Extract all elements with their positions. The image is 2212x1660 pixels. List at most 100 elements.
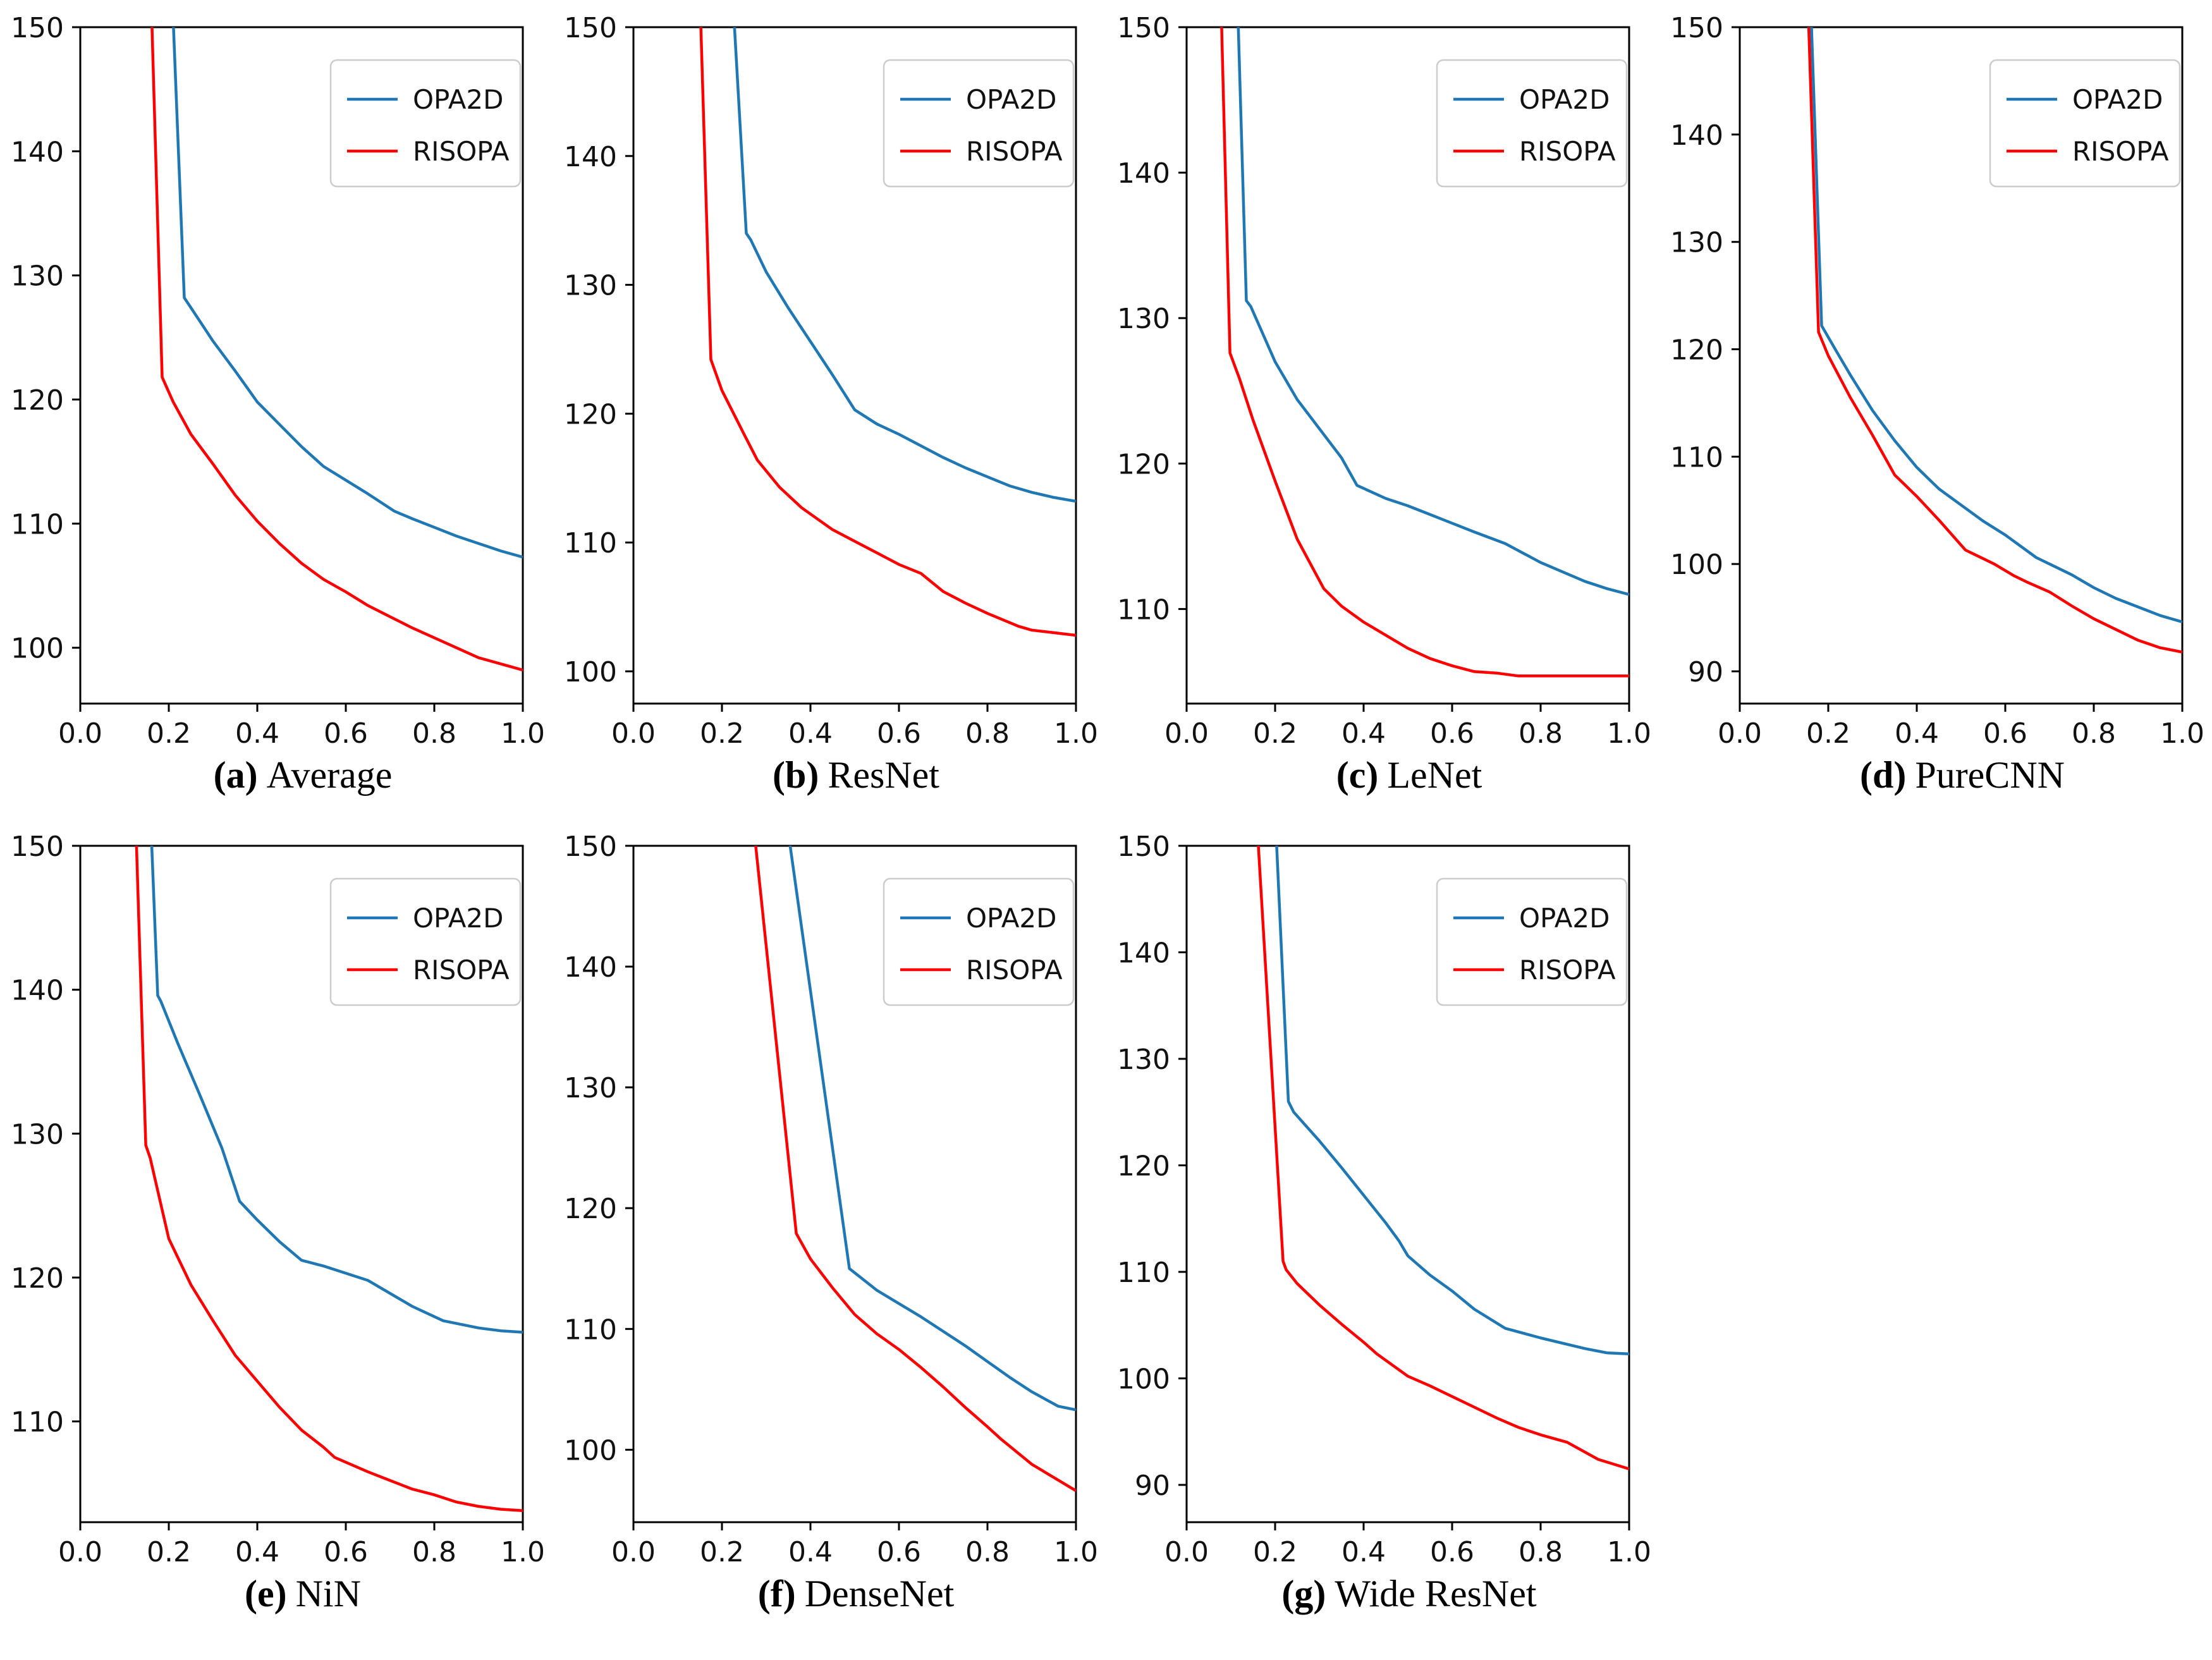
caption-title: Average <box>266 754 393 796</box>
chart-cell-resnet: 100 110 120 130 140 150 0.0 0.2 0.4 0.6 0.8 1.0 OPA2… <box>563 0 1115 828</box>
legend-label-risopa: RISOPA <box>413 955 510 986</box>
legend: OPA2D RISOPA <box>883 59 1075 188</box>
legend-box <box>329 59 522 188</box>
y-tick-label: 150 <box>11 12 64 44</box>
x-tick-label: 0.8 <box>965 1536 1010 1568</box>
x-tick-label: 0.6 <box>1430 1536 1474 1568</box>
x-tick-label: 0.4 <box>235 1536 279 1568</box>
x-tick-label: 1.0 <box>1054 1536 1098 1568</box>
series-line-risopa <box>150 27 523 672</box>
x-tick-label: 0.8 <box>1518 717 1563 750</box>
y-tick-label: 130 <box>1670 227 1723 259</box>
series-line-risopa <box>1257 846 1629 1470</box>
y-tick-label: 140 <box>564 951 617 984</box>
x-tick-label: 0.4 <box>1341 717 1386 750</box>
y-tick-label: 140 <box>11 975 64 1007</box>
x-tick-label: 0.6 <box>877 1536 921 1568</box>
legend: OPA2D RISOPA <box>1436 877 1628 1006</box>
chart-cell-nin: 110 120 130 140 150 0.0 0.2 0.4 0.6 0.8 1.0 OPA2D RI… <box>9 819 562 1647</box>
x-tick-label: 0.0 <box>611 717 656 750</box>
plot-frame <box>1738 26 2184 705</box>
x-tick-label: 0.2 <box>147 1536 191 1568</box>
x-tick-label: 0.4 <box>235 717 279 750</box>
chart-caption-densenet: (f) DenseNet <box>563 1572 1115 1616</box>
legend-box <box>1436 59 1628 188</box>
chart-wide-resnet-canvas: 90 100 110 120 130 140 150 0.0 0.2 0.4 0.6 0.8 1.0 OP… <box>1117 831 1651 1568</box>
x-tick-label: 0.6 <box>1983 717 2027 750</box>
caption-index: (b) <box>773 754 819 796</box>
y-tick-label: 140 <box>11 136 64 168</box>
chart-cell-lenet: 110 120 130 140 150 0.0 0.2 0.4 0.6 0.8 1.0 OPA2D RI… <box>1116 0 1668 828</box>
x-tick-label: 1.0 <box>501 717 545 750</box>
y-tick-label: 140 <box>1117 937 1170 970</box>
chart-caption-nin: (e) NiN <box>9 1572 562 1616</box>
y-tick-label: 130 <box>1117 1044 1170 1076</box>
y-tick-label: 120 <box>1670 334 1723 367</box>
y-tick-label: 110 <box>1117 594 1170 626</box>
y-tick-label: 100 <box>1117 1364 1170 1396</box>
chart-cell-densenet: 100 110 120 130 140 150 0.0 0.2 0.4 0.6 0.8 1.0 OPA2… <box>563 819 1115 1647</box>
y-tick-label: 100 <box>564 656 617 688</box>
y-tick-label: 150 <box>1670 12 1723 44</box>
x-tick-label: 0.8 <box>2072 717 2116 750</box>
series-line-opa2d <box>1810 27 2182 624</box>
series-line-opa2d <box>788 846 1076 1412</box>
x-tick-label: 1.0 <box>1054 717 1098 750</box>
caption-title: PureCNN <box>1915 754 2065 796</box>
legend-box <box>329 877 522 1006</box>
x-tick-label: 0.2 <box>1253 717 1297 750</box>
caption-index: (a) <box>213 754 258 796</box>
x-tick-label: 0.2 <box>700 1536 744 1568</box>
series-line-risopa <box>135 846 523 1513</box>
chart-caption-lenet: (c) LeNet <box>1116 754 1668 797</box>
x-tick-label: 0.6 <box>877 717 921 750</box>
legend-label-risopa: RISOPA <box>966 955 1063 986</box>
y-tick-label: 150 <box>564 831 617 863</box>
caption-title: DenseNet <box>804 1573 955 1614</box>
legend-label-opa2d: OPA2D <box>413 903 504 934</box>
y-tick-label: 110 <box>11 508 64 540</box>
legend-label-opa2d: OPA2D <box>966 903 1057 934</box>
x-tick-label: 0.6 <box>324 717 368 750</box>
caption-index: (e) <box>245 1573 287 1614</box>
y-tick-label: 90 <box>1688 656 1723 688</box>
caption-title: LeNet <box>1387 754 1482 796</box>
chart-average-canvas: 100 110 120 130 140 150 0.0 0.2 0.4 0.6 0.8 1.0 OPA2… <box>11 12 545 750</box>
y-tick-label: 120 <box>11 1262 64 1295</box>
x-tick-label: 0.0 <box>58 1536 102 1568</box>
x-tick-label: 0.8 <box>965 717 1010 750</box>
plot-frame <box>79 26 524 705</box>
chart-lenet-canvas: 110 120 130 140 150 0.0 0.2 0.4 0.6 0.8 1.0 OPA2D RI… <box>1117 12 1651 750</box>
series-line-opa2d <box>1237 27 1629 596</box>
chart-caption-average: (a) Average <box>9 754 562 797</box>
legend-label-risopa: RISOPA <box>966 136 1063 167</box>
series-line-risopa <box>1220 27 1629 678</box>
x-tick-label: 0.2 <box>1253 1536 1297 1568</box>
x-tick-label: 0.4 <box>788 717 833 750</box>
plot-frame <box>632 845 1077 1523</box>
x-tick-label: 1.0 <box>1607 1536 1651 1568</box>
y-tick-label: 110 <box>1670 441 1723 473</box>
legend-box <box>1989 59 2181 188</box>
caption-title: ResNet <box>828 754 939 796</box>
x-tick-label: 0.0 <box>58 717 102 750</box>
y-tick-label: 110 <box>11 1407 64 1439</box>
x-tick-label: 0.2 <box>1806 717 1850 750</box>
y-tick-label: 130 <box>564 270 617 302</box>
legend: OPA2D RISOPA <box>883 877 1075 1006</box>
y-tick-label: 150 <box>564 12 617 44</box>
y-tick-label: 130 <box>564 1072 617 1104</box>
x-tick-label: 0.0 <box>611 1536 656 1568</box>
y-tick-label: 110 <box>1117 1257 1170 1289</box>
caption-index: (f) <box>757 1573 796 1614</box>
x-tick-label: 1.0 <box>2160 717 2204 750</box>
x-tick-label: 0.4 <box>1341 1536 1386 1568</box>
series-line-opa2d <box>150 846 523 1334</box>
legend-label-risopa: RISOPA <box>413 136 510 167</box>
x-tick-label: 0.0 <box>1164 1536 1209 1568</box>
legend-box <box>883 59 1075 188</box>
series-line-risopa <box>699 27 1076 637</box>
y-tick-label: 100 <box>11 633 64 665</box>
y-tick-label: 120 <box>564 398 617 430</box>
legend-label-opa2d: OPA2D <box>1519 84 1610 115</box>
